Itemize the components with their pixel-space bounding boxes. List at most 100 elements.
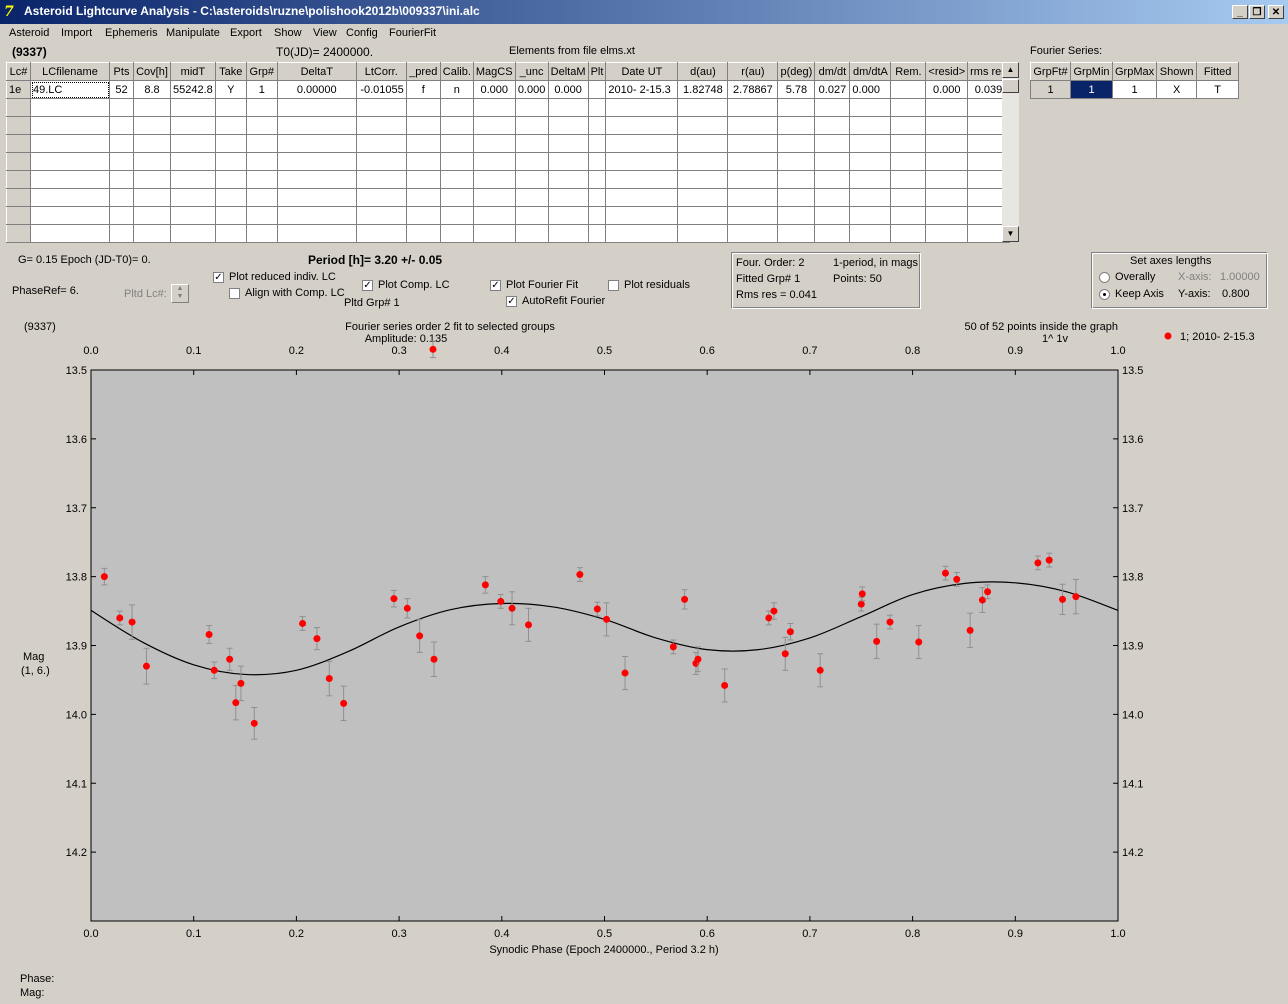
close-button[interactable]: ✕ xyxy=(1268,5,1284,19)
table-cell[interactable] xyxy=(133,134,171,153)
autorefit-checkbox[interactable]: ✓ AutoRefit Fourier xyxy=(506,295,606,307)
table-cell[interactable]: 0.000 xyxy=(849,80,892,99)
table-cell[interactable]: 0.000 xyxy=(925,80,969,99)
table-cell[interactable] xyxy=(214,188,247,207)
row-header[interactable] xyxy=(6,116,31,135)
fourier-column-header[interactable]: Fitted xyxy=(1196,62,1240,81)
menu-manipulate[interactable]: Manipulate xyxy=(166,27,220,39)
table-cell[interactable] xyxy=(814,206,851,225)
fourier-column-header[interactable]: GrpMin xyxy=(1070,62,1113,81)
table-cell[interactable] xyxy=(890,188,927,207)
pltd-lc-spinner-icon[interactable]: ▲ ▼ xyxy=(171,284,189,303)
column-header[interactable]: LCfilename xyxy=(30,62,110,81)
table-cell[interactable] xyxy=(214,170,247,189)
table-cell[interactable] xyxy=(925,170,969,189)
table-cell[interactable] xyxy=(133,116,171,135)
table-cell[interactable]: 0.00000 xyxy=(276,80,357,99)
table-cell[interactable] xyxy=(925,152,969,171)
table-cell[interactable] xyxy=(472,224,516,243)
table-cell[interactable] xyxy=(925,188,969,207)
table-cell[interactable] xyxy=(30,188,110,207)
table-cell[interactable] xyxy=(514,206,549,225)
table-cell[interactable] xyxy=(727,116,779,135)
table-cell[interactable] xyxy=(245,116,278,135)
table-row-empty[interactable] xyxy=(6,224,1010,243)
table-cell[interactable] xyxy=(405,170,441,189)
table-cell[interactable] xyxy=(890,224,927,243)
plot-reduced-checkbox[interactable]: ✓ Plot reduced indiv. LC xyxy=(213,271,336,283)
table-cell[interactable] xyxy=(727,224,779,243)
table-cell[interactable] xyxy=(777,188,816,207)
column-header[interactable]: LtCorr. xyxy=(355,62,407,81)
table-cell[interactable] xyxy=(245,170,278,189)
row-header[interactable] xyxy=(6,206,31,225)
fourier-cell[interactable]: X xyxy=(1156,80,1198,99)
column-header[interactable]: Rem. xyxy=(890,62,927,81)
table-cell[interactable]: 5.78 xyxy=(777,80,816,99)
table-cell[interactable] xyxy=(170,116,216,135)
checkbox-icon[interactable]: ✓ xyxy=(213,271,224,283)
table-cell[interactable] xyxy=(777,134,816,153)
table-cell[interactable]: 1.82748 xyxy=(677,80,729,99)
table-row-empty[interactable] xyxy=(6,170,1010,189)
table-cell[interactable] xyxy=(890,116,927,135)
column-header[interactable]: DeltaT xyxy=(276,62,357,81)
restore-button[interactable]: ❐ xyxy=(1249,5,1265,19)
column-header[interactable]: Grp# xyxy=(245,62,278,81)
table-cell[interactable] xyxy=(849,224,892,243)
table-cell[interactable] xyxy=(109,134,134,153)
table-cell[interactable] xyxy=(925,224,969,243)
table-cell[interactable] xyxy=(890,152,927,171)
table-cell[interactable] xyxy=(355,170,407,189)
table-cell[interactable] xyxy=(514,116,549,135)
fourier-column-header[interactable]: GrpMax xyxy=(1111,62,1158,81)
row-header[interactable] xyxy=(6,152,31,171)
table-cell[interactable] xyxy=(814,170,851,189)
table-cell[interactable] xyxy=(777,98,816,117)
table-cell[interactable] xyxy=(276,98,357,117)
scroll-thumb[interactable] xyxy=(1002,79,1019,93)
column-header[interactable]: <resid> xyxy=(925,62,969,81)
table-cell[interactable] xyxy=(849,152,892,171)
table-cell[interactable] xyxy=(405,134,441,153)
table-cell[interactable] xyxy=(514,152,549,171)
table-cell[interactable] xyxy=(439,188,474,207)
table-cell[interactable] xyxy=(133,224,171,243)
table-cell[interactable] xyxy=(472,152,516,171)
lightcurve-chart[interactable]: (9337) Fourier series order 2 fit to sel… xyxy=(18,316,1266,966)
fourier-cell[interactable]: 1 xyxy=(1111,80,1158,99)
table-cell[interactable] xyxy=(849,98,892,117)
table-cell[interactable] xyxy=(109,206,134,225)
table-cell[interactable] xyxy=(30,170,110,189)
table-cell[interactable] xyxy=(214,206,247,225)
column-header[interactable]: MagCS xyxy=(472,62,516,81)
table-cell[interactable] xyxy=(587,98,607,117)
menu-ephemeris[interactable]: Ephemeris xyxy=(105,27,158,39)
column-header[interactable]: dm/dt xyxy=(814,62,851,81)
table-cell[interactable] xyxy=(677,224,729,243)
table-cell[interactable] xyxy=(276,170,357,189)
overally-radio[interactable]: Overally xyxy=(1099,271,1155,283)
table-cell[interactable] xyxy=(30,98,110,117)
table-cell[interactable] xyxy=(472,134,516,153)
table-cell[interactable] xyxy=(276,134,357,153)
menu-asteroid[interactable]: Asteroid xyxy=(9,27,50,39)
table-cell[interactable] xyxy=(605,116,679,135)
row-header[interactable]: 1e xyxy=(6,80,31,99)
table-cell[interactable] xyxy=(547,206,589,225)
table-cell[interactable] xyxy=(245,188,278,207)
table-cell[interactable] xyxy=(677,116,729,135)
column-header[interactable]: midT xyxy=(170,62,216,81)
checkbox-icon[interactable] xyxy=(608,279,619,291)
table-cell[interactable] xyxy=(170,206,216,225)
table-cell[interactable] xyxy=(439,170,474,189)
table-cell[interactable]: 55242.8 xyxy=(170,80,216,99)
table-cell[interactable] xyxy=(214,224,247,243)
table-cell[interactable] xyxy=(890,170,927,189)
table-cell[interactable] xyxy=(677,98,729,117)
plot-fourier-checkbox[interactable]: ✓ Plot Fourier Fit xyxy=(490,279,579,291)
row-header[interactable] xyxy=(6,170,31,189)
table-cell[interactable] xyxy=(355,152,407,171)
table-cell[interactable] xyxy=(214,116,247,135)
column-header[interactable]: Date UT xyxy=(605,62,679,81)
